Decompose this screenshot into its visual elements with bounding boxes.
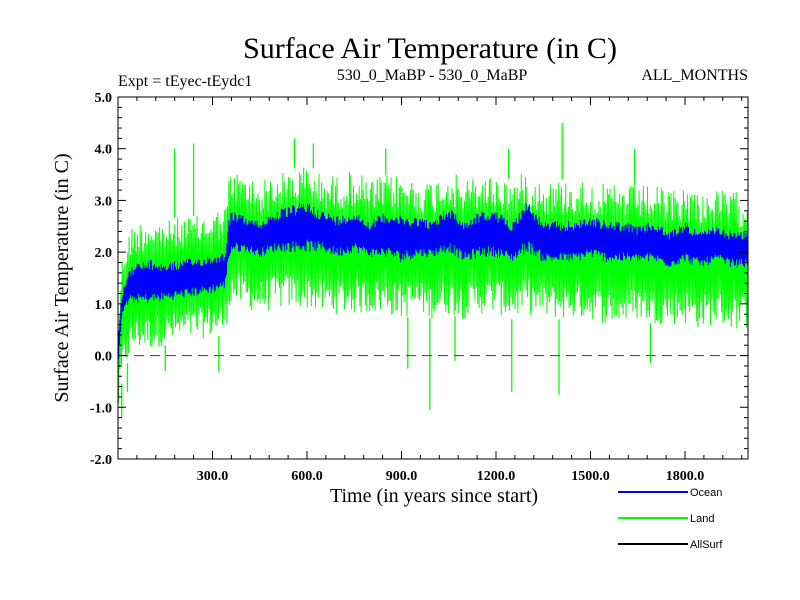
y-tick-label: 3.0	[95, 194, 113, 209]
chart-subtitle-center: 530_0_MaBP - 530_0_MaBP	[337, 67, 528, 84]
x-tick-label: 1200.0	[477, 469, 516, 484]
legend-label-ocean: Ocean	[690, 487, 722, 499]
y-tick-label: 2.0	[95, 246, 113, 261]
axes: -2.0 -1.0 0.0 1.0 2.0 3.0 4.0 5.0 300.0 600.0 900.…	[90, 91, 749, 484]
chart-title: Surface Air Temperature (in C)	[243, 32, 617, 65]
x-axis-label: Time (in years since start)	[330, 485, 538, 507]
x-tick-label: 600.0	[291, 469, 323, 484]
y-tick-label: -2.0	[90, 453, 112, 468]
y-axis-label: Surface Air Temperature (in C)	[51, 153, 73, 402]
y-tick-label: -1.0	[90, 401, 112, 416]
chart-subtitle-right: ALL_MONTHS	[641, 67, 748, 84]
plot-clip-group	[118, 122, 748, 418]
x-tick-label: 900.0	[386, 469, 418, 484]
series-ocean-line	[118, 203, 748, 359]
x-tick-label: 300.0	[197, 469, 229, 484]
x-tick-label: 1500.0	[571, 469, 610, 484]
legend-label-land: Land	[690, 513, 714, 525]
x-tick-label: 1800.0	[666, 469, 705, 484]
chart-subtitle-left: Expt = tEyec-tEydc1	[118, 73, 252, 90]
plot-frame	[117, 96, 749, 460]
legend: Ocean Land AllSurf	[618, 487, 723, 551]
y-tick-label: 0.0	[95, 350, 113, 365]
y-tick-label: 5.0	[95, 91, 113, 106]
legend-label-allsurf: AllSurf	[690, 539, 723, 551]
y-tick-label: 4.0	[95, 143, 113, 158]
y-tick-label: 1.0	[95, 298, 113, 313]
plot-area	[118, 122, 748, 418]
